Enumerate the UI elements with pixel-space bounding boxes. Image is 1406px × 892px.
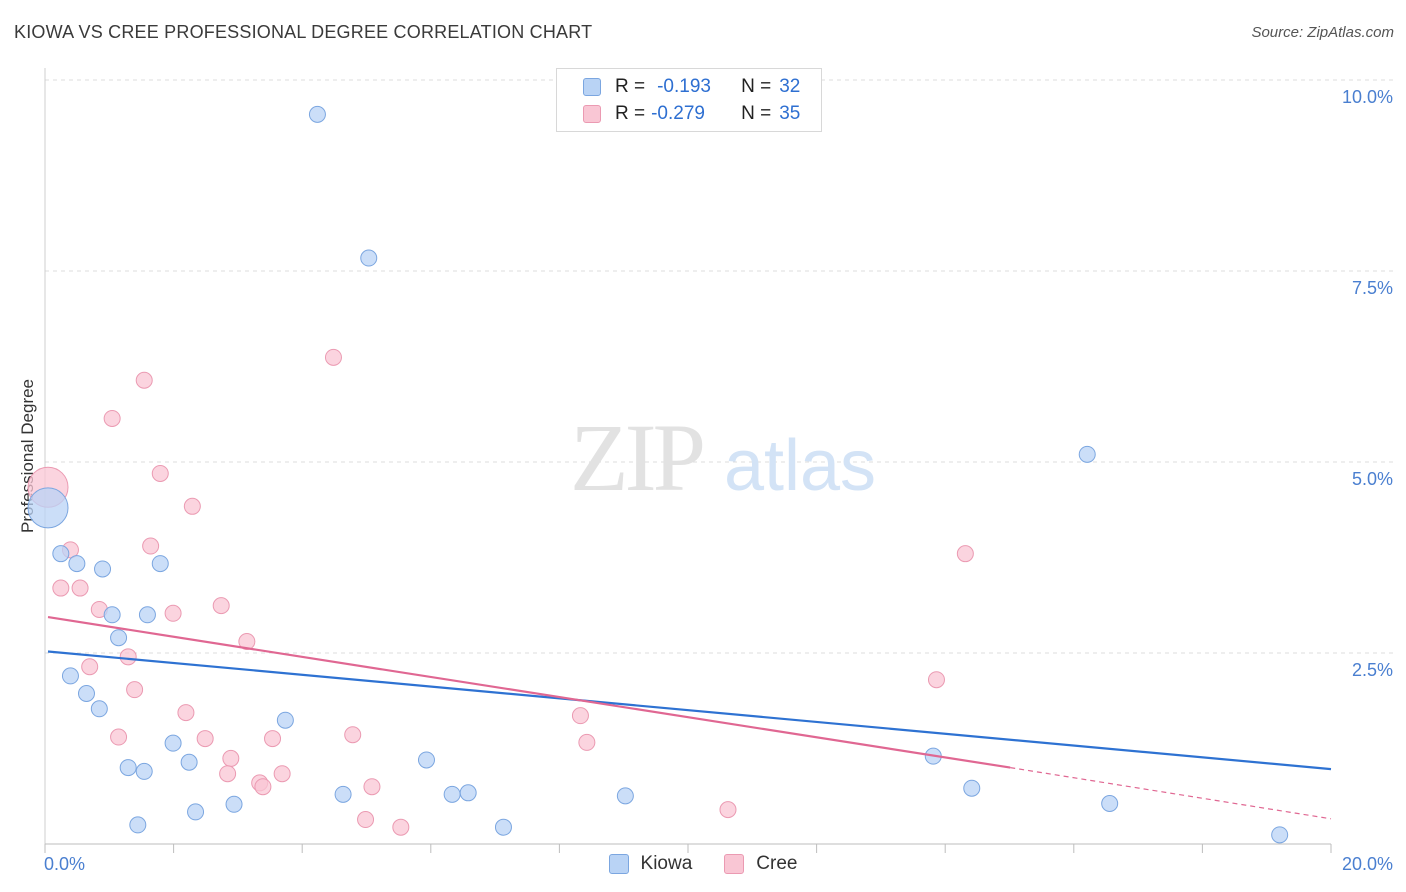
r-label: R = [615, 103, 646, 124]
r-value: -0.193 [657, 76, 711, 97]
kiowa-point [276, 711, 294, 729]
kiowa-point [180, 753, 198, 771]
cree-point [273, 765, 291, 783]
kiowa-point [119, 759, 137, 777]
y-tick-label: 2.5% [1352, 660, 1393, 680]
legend-row-cree: R = -0.279 N = 35 [583, 101, 800, 127]
kiowa-point [27, 487, 69, 529]
cree-point [103, 409, 121, 427]
kiowa-point [616, 787, 634, 805]
kiowa-point [77, 684, 95, 702]
cree-point [578, 733, 596, 751]
cree-point [177, 704, 195, 722]
cree-point [392, 818, 410, 836]
cree-point [71, 579, 89, 597]
kiowa-point [459, 784, 477, 802]
kiowa-point [52, 545, 70, 563]
kiowa-point [90, 700, 108, 718]
kiowa-point [308, 105, 326, 123]
kiowa-point [963, 779, 981, 797]
cree-point [212, 597, 230, 615]
series-legend: Kiowa Cree [0, 851, 1406, 877]
cree-point [571, 707, 589, 725]
y-tick-label: 7.5% [1352, 278, 1393, 298]
x-tick-label: 20.0% [1342, 854, 1393, 874]
kiowa-point [129, 816, 147, 834]
cree-swatch [583, 105, 601, 123]
cree-point [151, 464, 169, 482]
cree-point [164, 604, 182, 622]
n-value: 32 [779, 76, 801, 97]
y-tick-label: 5.0% [1352, 469, 1393, 489]
cree-point [110, 728, 128, 746]
kiowa-point [417, 751, 435, 769]
kiowa-point [68, 555, 86, 573]
cree-point [238, 633, 256, 651]
cree-point [119, 648, 137, 666]
kiowa-legend-label: Kiowa [640, 853, 693, 874]
cree-legend-swatch [724, 854, 745, 874]
cree-point [264, 730, 282, 748]
chart-title: KIOWA VS CREE PROFESSIONAL DEGREE CORREL… [14, 22, 593, 42]
legend-item-kiowa: Kiowa [608, 853, 693, 875]
cree-point [196, 730, 214, 748]
cree-point [219, 765, 237, 783]
watermark-zip: ZIP [570, 404, 703, 511]
cree-point [183, 497, 201, 515]
n-value: 35 [779, 103, 801, 124]
r-label: R = [615, 76, 646, 97]
kiowa-swatch [583, 78, 601, 96]
kiowa-point [1101, 795, 1119, 813]
cree-point [142, 537, 160, 555]
kiowa-trend-line [47, 650, 1332, 771]
cree-point [357, 811, 375, 829]
cree-point [363, 778, 381, 796]
kiowa-point [187, 803, 205, 821]
r-value: -0.279 [651, 103, 705, 124]
legend-item-cree: Cree [724, 853, 797, 875]
kiowa-point [94, 560, 112, 578]
cree-point [81, 658, 99, 676]
legend-row-kiowa: R = -0.193 N = 32 [583, 74, 800, 100]
kiowa-legend-swatch [608, 854, 629, 874]
cree-trend-line [47, 616, 1011, 769]
cree-point [956, 545, 974, 563]
kiowa-point [443, 785, 461, 803]
correlation-legend: R = -0.193 N = 32 R = -0.279 N = 35 [556, 68, 822, 132]
cree-point [135, 371, 153, 389]
watermark-atlas: atlas [724, 426, 876, 506]
cree-point [222, 749, 240, 767]
kiowa-point [360, 249, 378, 267]
cree-trend-extension [1010, 767, 1332, 820]
n-label: N = [741, 103, 772, 124]
cree-point [126, 681, 144, 699]
cree-point [719, 801, 737, 819]
cree-point [927, 671, 945, 689]
cree-point [254, 778, 272, 796]
kiowa-point [164, 734, 182, 752]
cree-legend-label: Cree [756, 853, 798, 874]
kiowa-point [103, 606, 121, 624]
x-tick-label: 0.0% [44, 854, 85, 874]
cree-point [324, 348, 342, 366]
kiowa-point [1078, 445, 1096, 463]
y-tick-label: 10.0% [1342, 87, 1393, 107]
kiowa-point [135, 762, 153, 780]
kiowa-point [225, 795, 243, 813]
cree-point [52, 579, 70, 597]
kiowa-point [110, 629, 128, 647]
kiowa-point [494, 818, 512, 836]
kiowa-point [138, 606, 156, 624]
kiowa-point [151, 555, 169, 573]
kiowa-point [61, 667, 79, 685]
kiowa-point [334, 785, 352, 803]
kiowa-point [1271, 826, 1289, 844]
cree-point [344, 726, 362, 744]
n-label: N = [741, 76, 772, 97]
source-label: Source: ZipAtlas.com [1251, 24, 1394, 41]
